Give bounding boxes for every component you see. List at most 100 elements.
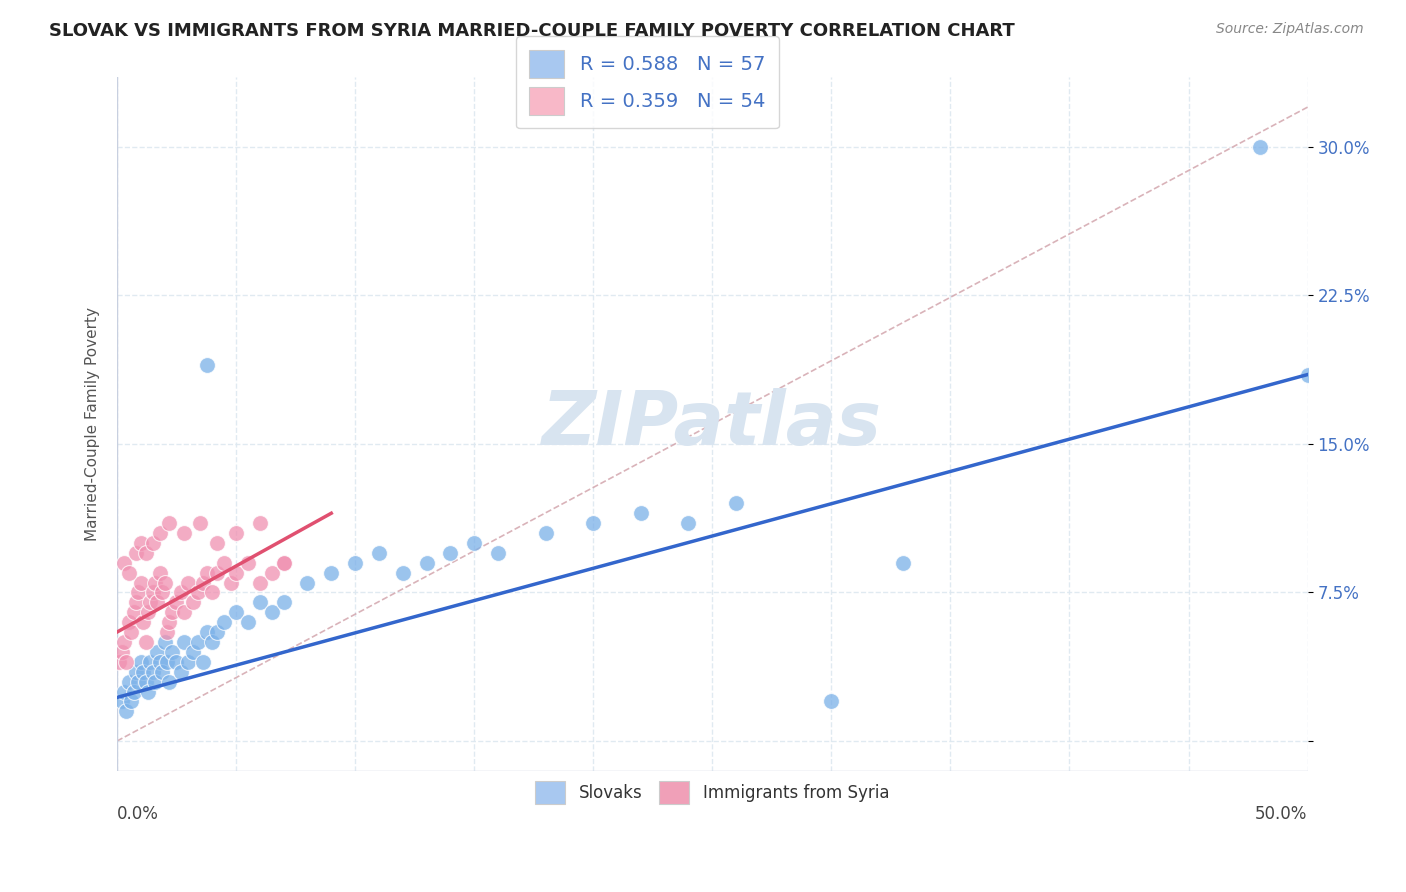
Point: [273, 556, 295, 570]
Point: [225, 526, 247, 541]
Point: [678, 516, 700, 530]
Point: [260, 605, 283, 619]
Point: [135, 635, 157, 649]
Point: [173, 605, 195, 619]
Point: [111, 645, 134, 659]
Point: [142, 665, 165, 679]
Point: [108, 655, 131, 669]
Point: [236, 556, 259, 570]
Point: [122, 605, 145, 619]
Point: [201, 585, 224, 599]
Point: [582, 516, 605, 530]
Point: [344, 556, 367, 570]
Point: [486, 546, 509, 560]
Point: [439, 546, 461, 560]
Point: [150, 585, 173, 599]
Point: [153, 635, 176, 649]
Point: [149, 566, 172, 580]
Point: [153, 575, 176, 590]
Point: [367, 546, 389, 560]
Point: [142, 585, 165, 599]
Point: [149, 526, 172, 541]
Point: [415, 556, 437, 570]
Point: [212, 615, 235, 630]
Point: [160, 645, 183, 659]
Point: [132, 615, 155, 630]
Point: [249, 595, 271, 609]
Point: [177, 575, 200, 590]
Point: [249, 575, 271, 590]
Point: [205, 625, 228, 640]
Point: [273, 556, 295, 570]
Point: [125, 546, 148, 560]
Point: [118, 615, 141, 630]
Point: [146, 645, 169, 659]
Point: [173, 635, 195, 649]
Point: [391, 566, 413, 580]
Point: [129, 575, 152, 590]
Point: [135, 674, 157, 689]
Text: 50.0%: 50.0%: [1256, 805, 1308, 823]
Point: [630, 506, 652, 520]
Point: [177, 655, 200, 669]
Point: [112, 684, 135, 698]
Point: [149, 655, 172, 669]
Point: [891, 556, 914, 570]
Point: [157, 615, 180, 630]
Point: [534, 526, 557, 541]
Point: [136, 605, 159, 619]
Text: 0.0%: 0.0%: [117, 805, 159, 823]
Point: [187, 585, 209, 599]
Point: [118, 674, 141, 689]
Point: [146, 595, 169, 609]
Point: [181, 595, 204, 609]
Point: [173, 526, 195, 541]
Point: [1296, 368, 1319, 382]
Point: [197, 358, 219, 372]
Point: [225, 566, 247, 580]
Point: [820, 694, 842, 708]
Point: [127, 674, 149, 689]
Point: [120, 694, 142, 708]
Point: [188, 516, 211, 530]
Point: [139, 655, 162, 669]
Point: [463, 536, 485, 550]
Text: Source: ZipAtlas.com: Source: ZipAtlas.com: [1216, 22, 1364, 37]
Point: [166, 655, 188, 669]
Point: [191, 655, 214, 669]
Point: [157, 674, 180, 689]
Point: [297, 575, 319, 590]
Point: [125, 595, 148, 609]
Y-axis label: Married-Couple Family Poverty: Married-Couple Family Poverty: [86, 307, 100, 541]
Point: [201, 635, 224, 649]
Point: [273, 595, 295, 609]
Point: [156, 655, 179, 669]
Point: [115, 704, 138, 718]
Point: [249, 516, 271, 530]
Point: [205, 536, 228, 550]
Point: [156, 625, 179, 640]
Point: [236, 615, 259, 630]
Legend: Slovaks, Immigrants from Syria: Slovaks, Immigrants from Syria: [529, 774, 896, 811]
Point: [725, 496, 748, 510]
Point: [321, 566, 343, 580]
Point: [139, 595, 162, 609]
Point: [112, 556, 135, 570]
Point: [122, 684, 145, 698]
Point: [181, 645, 204, 659]
Point: [166, 595, 188, 609]
Point: [112, 635, 135, 649]
Point: [125, 665, 148, 679]
Point: [115, 655, 138, 669]
Point: [225, 605, 247, 619]
Point: [129, 536, 152, 550]
Point: [170, 665, 193, 679]
Point: [212, 556, 235, 570]
Point: [260, 566, 283, 580]
Point: [132, 665, 155, 679]
Point: [160, 605, 183, 619]
Point: [136, 684, 159, 698]
Point: [143, 674, 166, 689]
Point: [1249, 140, 1271, 154]
Point: [197, 566, 219, 580]
